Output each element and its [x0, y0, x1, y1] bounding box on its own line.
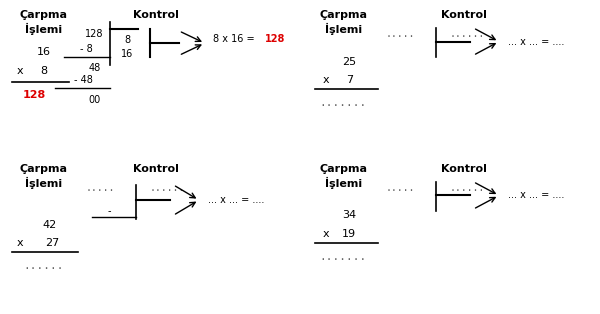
Text: 16: 16 [121, 49, 133, 59]
Text: 128: 128 [265, 34, 286, 44]
Text: - 8: - 8 [80, 44, 92, 54]
Text: ......: ...... [150, 183, 185, 193]
Text: Çarpma: Çarpma [19, 10, 67, 20]
Text: ... x ... = ....: ... x ... = .... [208, 195, 264, 205]
Text: .....: ..... [386, 183, 415, 193]
Text: Kontrol: Kontrol [133, 10, 179, 20]
Text: .....: ..... [86, 183, 115, 193]
Text: 27: 27 [45, 238, 59, 248]
Text: ... x ... = ....: ... x ... = .... [508, 191, 564, 200]
Text: Kontrol: Kontrol [133, 164, 179, 174]
Text: x: x [323, 229, 329, 239]
Text: Kontrol: Kontrol [442, 10, 487, 20]
Text: ... x ... = ....: ... x ... = .... [508, 37, 564, 46]
Text: 34: 34 [342, 210, 356, 220]
Text: İşlemi: İşlemi [325, 23, 362, 35]
Text: .....: ..... [386, 29, 415, 39]
Text: İşlemi: İşlemi [25, 23, 62, 35]
Text: .......: ....... [320, 252, 367, 262]
Text: 25: 25 [342, 57, 356, 67]
Text: x: x [17, 66, 24, 76]
Text: 8: 8 [124, 35, 130, 45]
Text: x: x [323, 75, 329, 85]
Text: ......: ...... [450, 29, 485, 39]
Text: Çarpma: Çarpma [319, 10, 367, 20]
Text: 8 x 16 =: 8 x 16 = [214, 34, 255, 44]
Text: 42: 42 [42, 220, 56, 230]
Text: Çarpma: Çarpma [319, 164, 367, 174]
Text: 19: 19 [342, 229, 356, 239]
Text: Çarpma: Çarpma [19, 164, 67, 174]
Text: İşlemi: İşlemi [325, 177, 362, 189]
Text: 128: 128 [23, 90, 46, 100]
Text: .......: ....... [320, 98, 367, 108]
Text: x: x [17, 238, 24, 248]
Text: 7: 7 [346, 75, 353, 85]
Text: 48: 48 [89, 63, 101, 73]
Text: - 48: - 48 [74, 75, 92, 85]
Text: 8: 8 [40, 66, 47, 76]
Text: İşlemi: İşlemi [25, 177, 62, 189]
Text: Kontrol: Kontrol [442, 164, 487, 174]
Text: ......: ...... [23, 261, 64, 271]
Text: 128: 128 [85, 29, 104, 39]
Text: 00: 00 [89, 95, 101, 105]
Text: -: - [108, 206, 112, 216]
Text: ......: ...... [450, 183, 485, 193]
Text: 16: 16 [37, 47, 50, 57]
